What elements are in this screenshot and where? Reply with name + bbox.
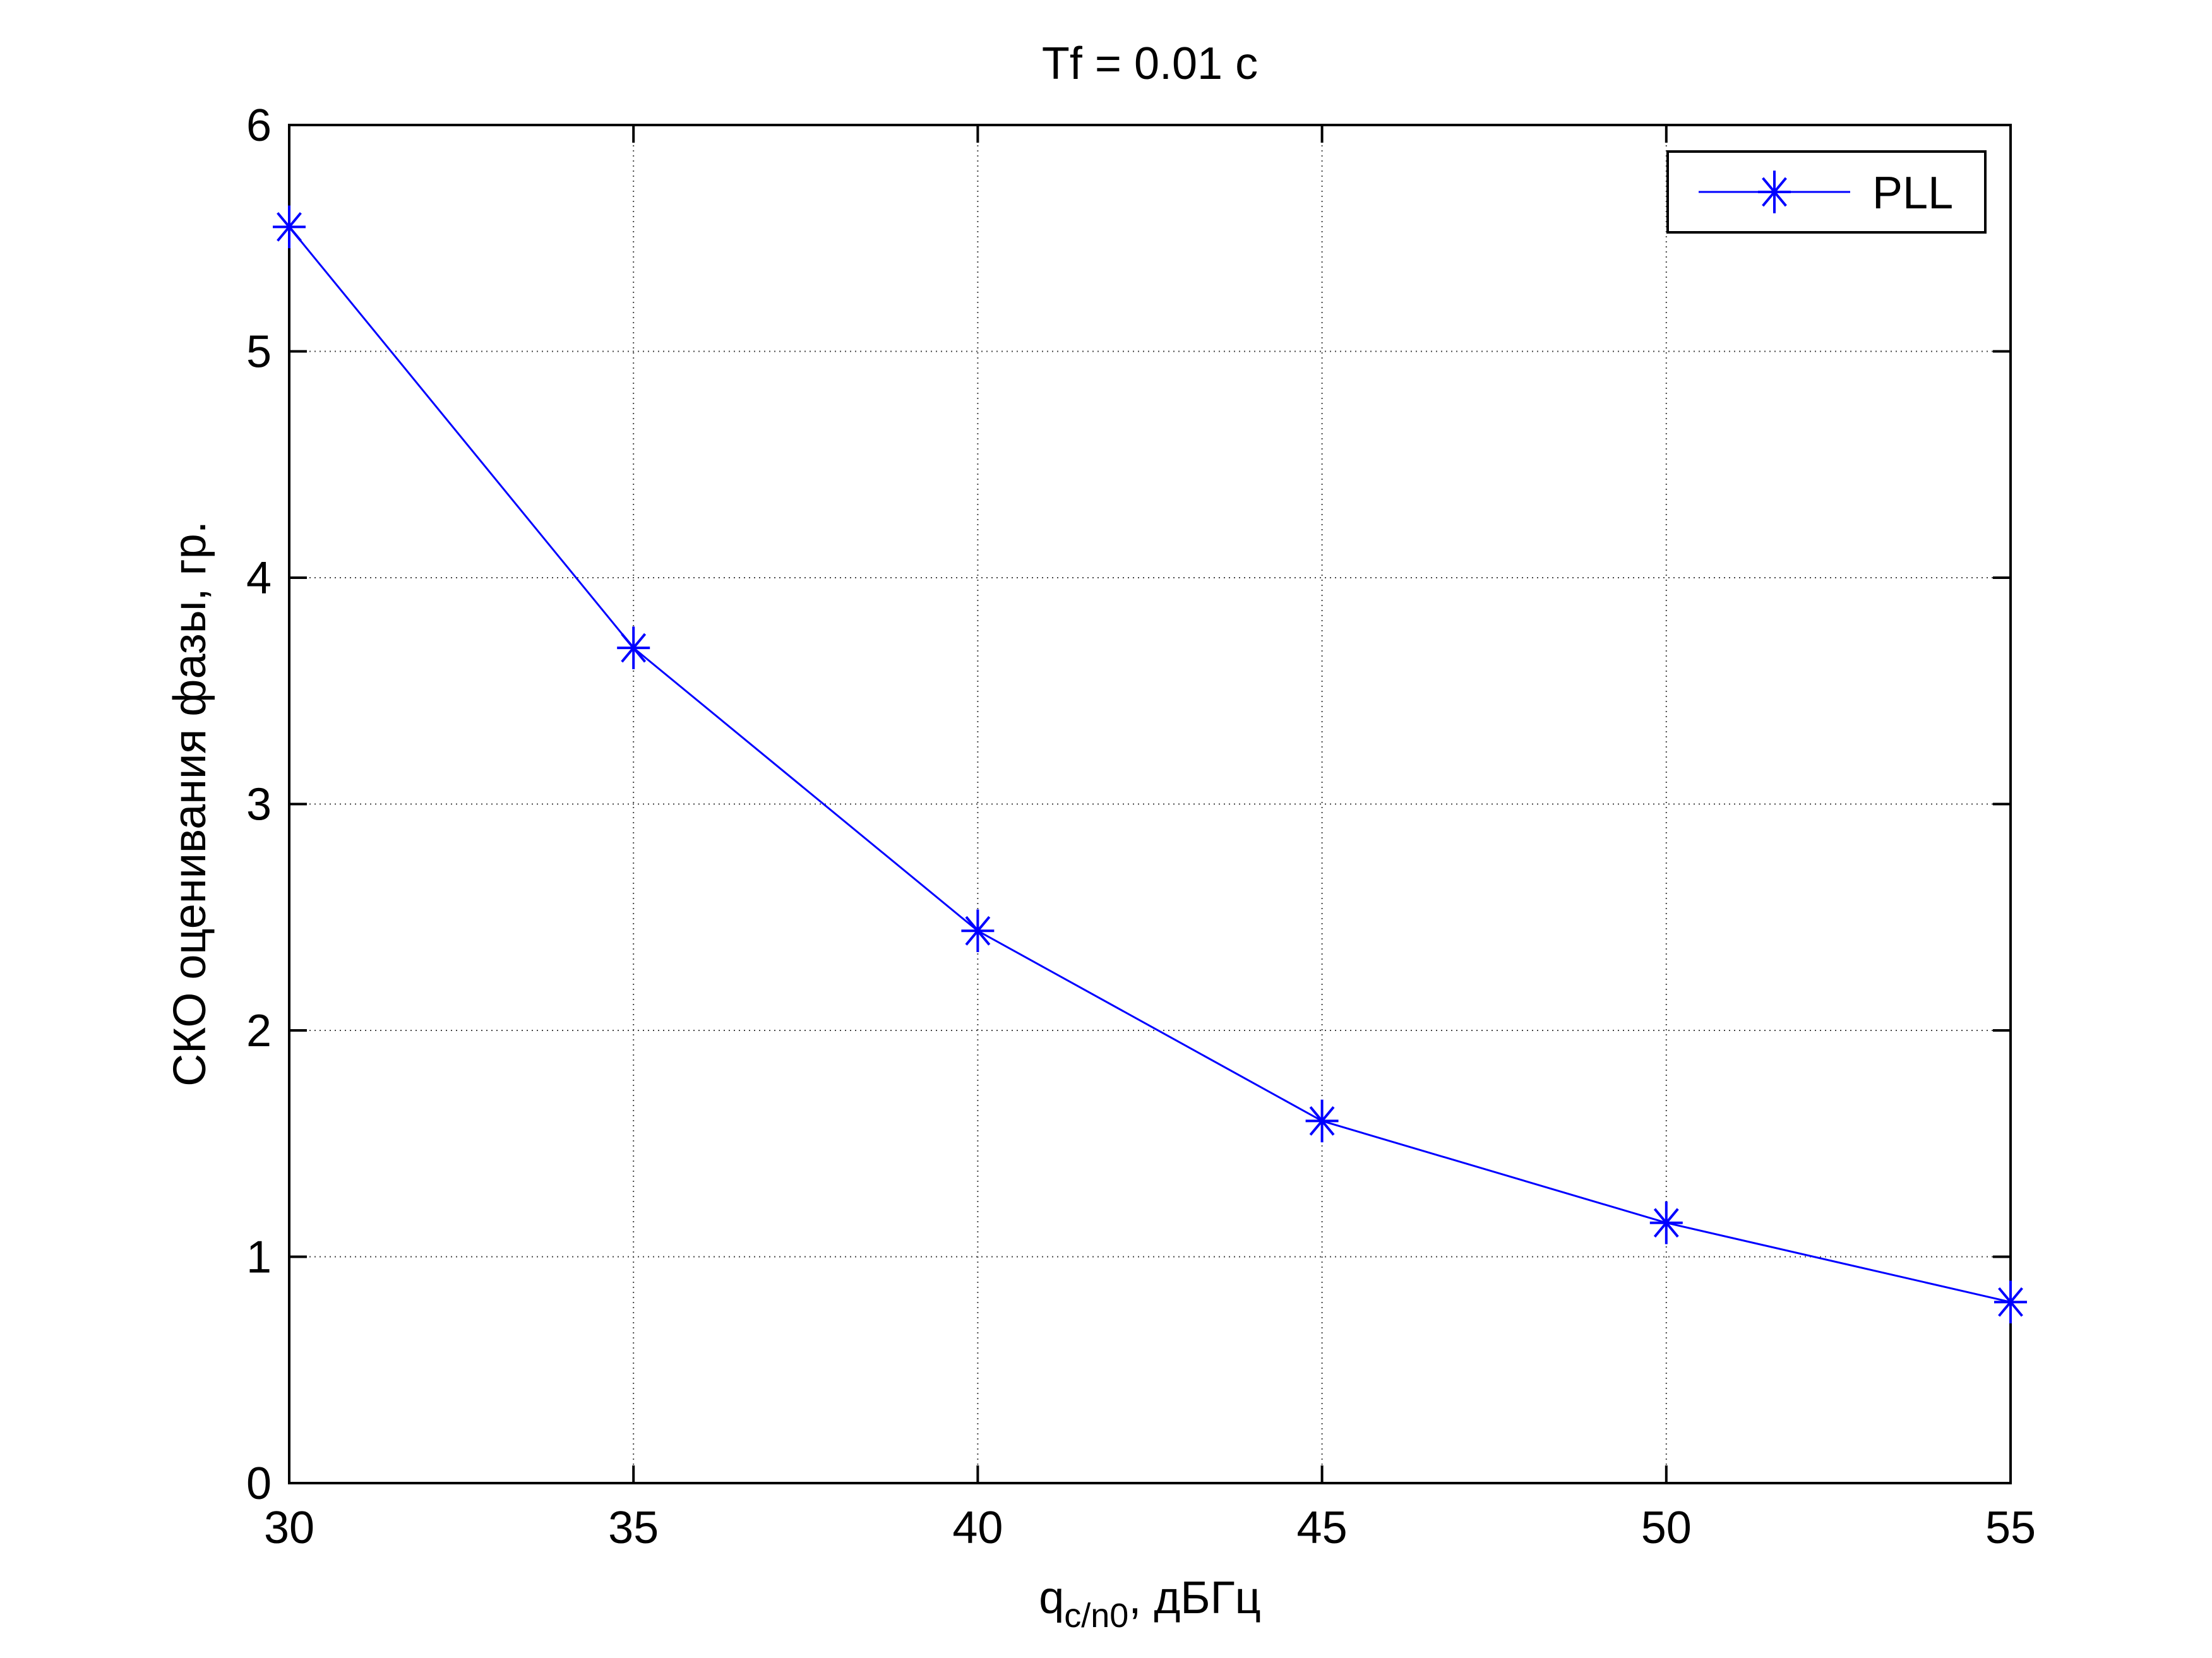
y-tick-label: 5 bbox=[246, 327, 272, 378]
data-point-marker bbox=[1649, 1201, 1683, 1244]
x-tick-label: 45 bbox=[1297, 1503, 1348, 1553]
chart-title: Tf = 0.01 c bbox=[1042, 39, 1258, 89]
x-axis-label-unit: , дБГц bbox=[1128, 1573, 1261, 1623]
series-line-pll bbox=[288, 226, 2011, 1303]
x-tick-label: 35 bbox=[608, 1503, 659, 1553]
y-tick-label: 1 bbox=[246, 1232, 272, 1283]
series bbox=[273, 205, 2027, 1323]
data-point-marker bbox=[1994, 1280, 2027, 1323]
y-tick-label: 6 bbox=[246, 100, 272, 151]
y-tick-label: 4 bbox=[246, 553, 272, 604]
data-point-marker bbox=[617, 626, 650, 669]
data-point-marker bbox=[1305, 1099, 1339, 1143]
legend: PLL bbox=[1666, 150, 1987, 234]
x-tick-label: 50 bbox=[1641, 1503, 1692, 1553]
x-tick-label: 40 bbox=[952, 1503, 1003, 1553]
x-tick-label: 30 bbox=[264, 1503, 314, 1553]
legend-label-pll: PLL bbox=[1872, 168, 1953, 218]
x-tick-label: 55 bbox=[1985, 1503, 2036, 1553]
x-axis-label-subscript: c/n0 bbox=[1064, 1597, 1128, 1635]
y-tick-label: 3 bbox=[246, 780, 272, 830]
grid bbox=[289, 124, 2011, 1484]
data-point-marker bbox=[273, 205, 306, 249]
y-tick-label: 2 bbox=[246, 1006, 272, 1056]
y-axis-label: СКО оценивания фазы, гр. bbox=[165, 521, 215, 1087]
x-axis-label: qc/n0, дБГц bbox=[1039, 1573, 1261, 1635]
y-tick-label: 0 bbox=[246, 1458, 272, 1509]
legend-marker-asterisk-icon bbox=[1758, 170, 1791, 213]
legend-asterisk bbox=[1758, 170, 1791, 213]
x-axis-label-main: q bbox=[1039, 1573, 1064, 1623]
data-point-marker bbox=[961, 909, 995, 953]
